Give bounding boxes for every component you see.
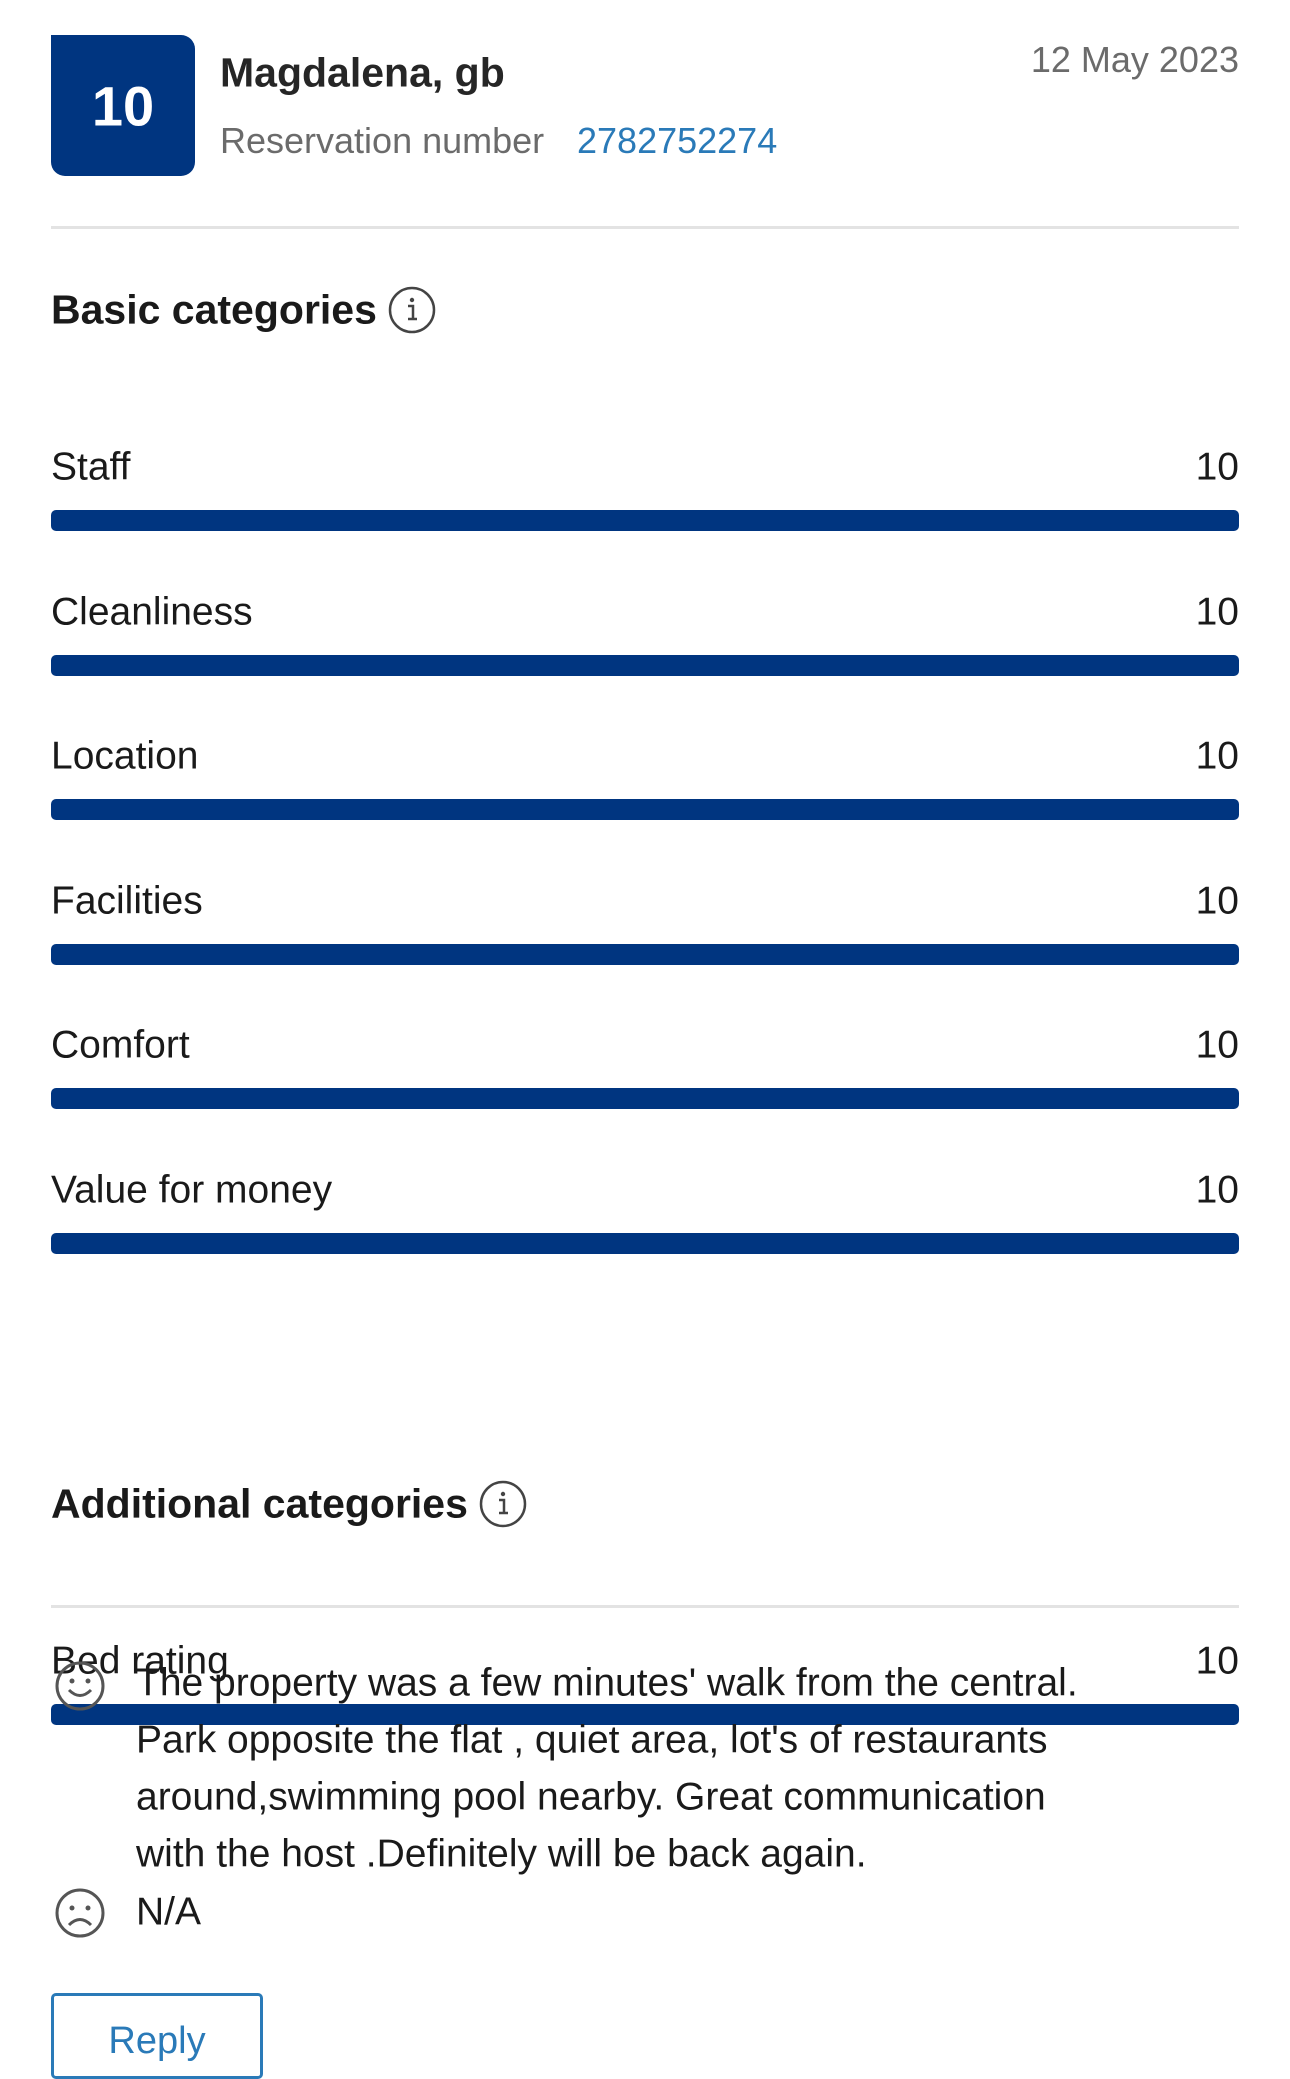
reply-label[interactable]: Reply — [108, 2020, 206, 2062]
info-icon[interactable] — [387, 285, 437, 335]
category-score: 10 — [1195, 879, 1239, 922]
score-bar — [51, 510, 1239, 531]
reservation-number[interactable]: 2782752274 — [577, 120, 778, 161]
frown-icon — [55, 1888, 105, 1938]
category-score: 10 — [1195, 1639, 1239, 1682]
category-name: Bed rating — [51, 1639, 229, 1682]
info-icon[interactable] — [478, 1479, 528, 1529]
smile-icon — [55, 1661, 105, 1711]
category-name: Value for money — [51, 1168, 333, 1211]
comment-line: The property was a few minutes' walk fro… — [136, 1661, 1078, 1705]
score-bar — [51, 1703, 1239, 1725]
score-bar — [51, 1232, 1239, 1254]
divider — [51, 226, 1239, 229]
divider — [51, 1605, 1239, 1608]
category-score: 10 — [1195, 1023, 1239, 1067]
category-score: 10 — [1195, 445, 1239, 489]
category-name: Staff — [51, 445, 131, 489]
section-title: Additional categories — [51, 1480, 468, 1526]
category-score: 10 — [1195, 1168, 1239, 1211]
score-bar — [51, 654, 1239, 676]
reservation-label: Reservation number — [220, 120, 545, 161]
score-badge — [51, 35, 195, 176]
comment-line: with the host .Definitely will be back a… — [136, 1832, 867, 1876]
category-name: Location — [51, 734, 199, 778]
review-date: 12 May 2023 — [1030, 39, 1239, 80]
category-name: Cleanliness — [51, 590, 253, 633]
section-title: Basic categories — [51, 286, 377, 333]
score: 10 — [91, 74, 155, 138]
negative-comment: N/A — [136, 1890, 202, 1934]
category-score: 10 — [1195, 590, 1239, 633]
score-bar — [51, 1088, 1239, 1109]
score-bar — [51, 943, 1239, 965]
guest-name: Magdalena, gb — [220, 49, 505, 96]
category-score: 10 — [1195, 734, 1239, 778]
comment-line: Park opposite the flat , quiet area, lot… — [136, 1718, 1048, 1762]
category-name: Comfort — [51, 1023, 190, 1067]
comment-line: around,swimming pool nearby. Great commu… — [136, 1775, 1046, 1819]
category-name: Facilities — [51, 879, 203, 922]
score-bar — [51, 799, 1239, 820]
